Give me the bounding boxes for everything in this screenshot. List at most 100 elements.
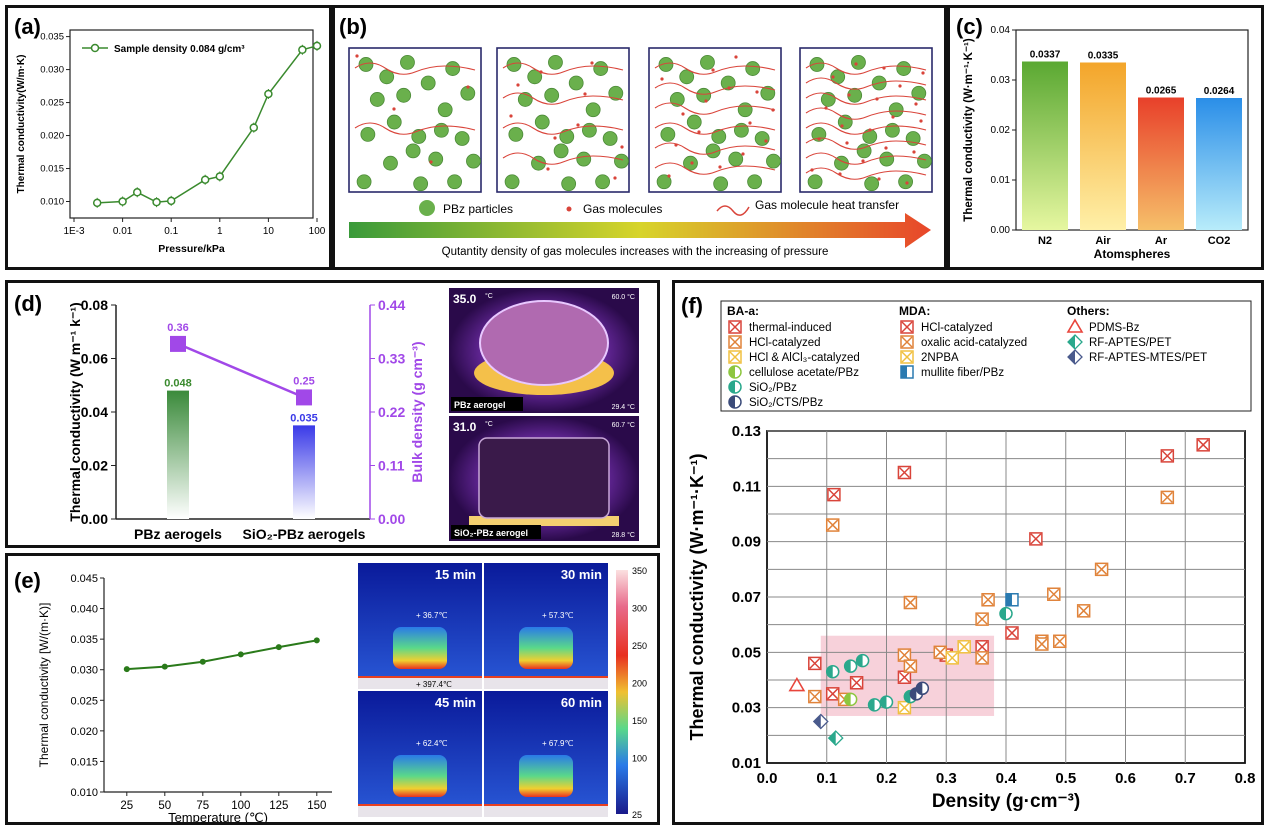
panel-d-label: (d) (14, 291, 42, 316)
scatter-point-f (825, 687, 840, 701)
y-tick-label-f: 0.07 (732, 589, 761, 606)
density-marker-d (296, 389, 312, 406)
scatter-point-f (975, 640, 989, 654)
pbz-particle (608, 85, 624, 101)
heat-transfer-legend-icon (716, 205, 750, 216)
scatter-point-f (1053, 634, 1067, 649)
bar-d (167, 390, 189, 519)
density-line-d (177, 342, 305, 399)
scatter-point-f (843, 659, 858, 673)
panel-f-label: (f) (681, 293, 703, 318)
x-tick-label-f: 0.1 (816, 770, 837, 787)
gas-molecule (613, 176, 617, 180)
marker-half (856, 654, 863, 667)
data-point-e (123, 666, 130, 673)
panel-d-frame: (d) 0.00 0.02 0.04 0.06 0.08 0.00 0.11 0.22 0.33… (5, 280, 660, 548)
pbz-particle (405, 143, 421, 159)
legend-item-f: HCl-catalyzed (921, 322, 993, 334)
y-tick-label-right-d: 0.22 (378, 404, 405, 420)
marker-cross (901, 336, 913, 348)
data-point-a (166, 196, 176, 206)
scatter-point-f (825, 664, 840, 679)
marker-half (1068, 335, 1075, 349)
x-tick-label-e: 125 (269, 800, 288, 812)
scatter-point-f (827, 487, 841, 502)
marker-half (844, 693, 851, 706)
heated-sample-e (393, 627, 447, 669)
pbz-particle (879, 151, 895, 167)
marker-cross (827, 688, 839, 700)
y-axis-label-a: Thermal conductivity(W/m·K) (16, 55, 27, 194)
pbz-particle (396, 87, 412, 103)
thermal-max: 60.0 °C (612, 293, 635, 301)
frame-time-e: 30 min (561, 567, 602, 582)
x-axis-label-f: Density (g·cm⁻³) (932, 791, 1080, 812)
marker-half (729, 366, 735, 378)
gas-molecule (429, 160, 433, 164)
legend-item-f: HCl & AlCl₃-catalyzed (749, 352, 860, 364)
gas-molecule (921, 71, 925, 75)
data-point-a (92, 198, 102, 208)
gas-molecule (919, 119, 923, 123)
pbz-particle (728, 151, 744, 167)
scatter-point-f (1029, 532, 1043, 546)
legend-particles: PBz particles (443, 202, 513, 216)
legend-item-f: mullite fiber/PBz (921, 367, 1004, 379)
x-tick-label-a: 0.01 (113, 226, 133, 237)
y-axis-label-left-d: Thermal conductivity (W m⁻¹ k⁻¹) (67, 302, 83, 521)
density-marker-d (170, 335, 186, 352)
marker-cross (1036, 638, 1048, 650)
gas-molecule (711, 68, 715, 72)
gas-molecule (884, 146, 888, 150)
pbz-particle (696, 87, 712, 103)
data-point-e (275, 644, 282, 651)
x-tick-label-e: 50 (158, 800, 171, 812)
legend-marker-f (1067, 334, 1083, 350)
x-tick-label-f: 0.0 (757, 770, 778, 787)
heat-transfer-path (502, 62, 624, 75)
marker-half (904, 690, 911, 703)
marker-cross (1030, 533, 1042, 545)
marker-half (1005, 593, 1012, 606)
gas-molecule (590, 61, 594, 65)
y-tick-label-e: 0.010 (70, 787, 98, 799)
colorbar-tick-e: 100 (632, 754, 647, 764)
frame-base-e (484, 677, 608, 689)
x-tick-label-c: Ar (1155, 235, 1168, 247)
scatter-point-f (825, 518, 840, 532)
scatter-point-f (808, 689, 822, 704)
scatter-point-f (879, 695, 894, 709)
particle-legend-icon (419, 200, 435, 216)
legend-item-f: PDMS-Bz (1089, 322, 1140, 334)
gas-molecule (912, 150, 916, 154)
marker-half (844, 660, 851, 673)
heat-transfer-path (654, 62, 776, 75)
x-tick-label-f: 0.2 (876, 770, 897, 787)
pbz-particle (766, 153, 781, 169)
data-point-e (199, 658, 206, 665)
frame-bottom-temp-e: + 397.4℃ (416, 680, 452, 689)
panel-b-frame: (b) PBz particles Gas molecules Gas mole… (332, 5, 947, 270)
density-value-d: 0.36 (167, 322, 188, 334)
gas-molecule (583, 92, 587, 96)
y-tick-label-e: 0.015 (70, 756, 98, 768)
scatter-point-f (897, 648, 912, 662)
colorbar-tick-e: 200 (632, 679, 647, 689)
gas-molecule (466, 85, 470, 89)
data-point-a (215, 172, 225, 181)
legend-marker-f (900, 365, 914, 379)
marker-cross (1006, 627, 1018, 639)
x-tick-label-c: Air (1095, 235, 1111, 247)
pbz-particle (434, 122, 449, 138)
legend-group-title-f: BA-a: (727, 304, 759, 318)
legend-text-a: Sample density 0.084 g/cm³ (114, 44, 245, 55)
frame-top-temp-e: + 67.9℃ (542, 739, 573, 748)
y-axis-label-c: Thermal conductivity (W·m⁻¹·K⁻¹) (963, 38, 975, 222)
gas-molecule (854, 62, 858, 66)
thermal-min: 29.4 °C (612, 403, 635, 411)
pbz-particle (656, 174, 672, 190)
y-tick-label-left-d: 0.02 (81, 458, 108, 474)
scatter-point-f (1005, 626, 1019, 640)
y-tick-label-left-d: 0.04 (81, 404, 108, 420)
scatter-point-f (1094, 562, 1109, 577)
